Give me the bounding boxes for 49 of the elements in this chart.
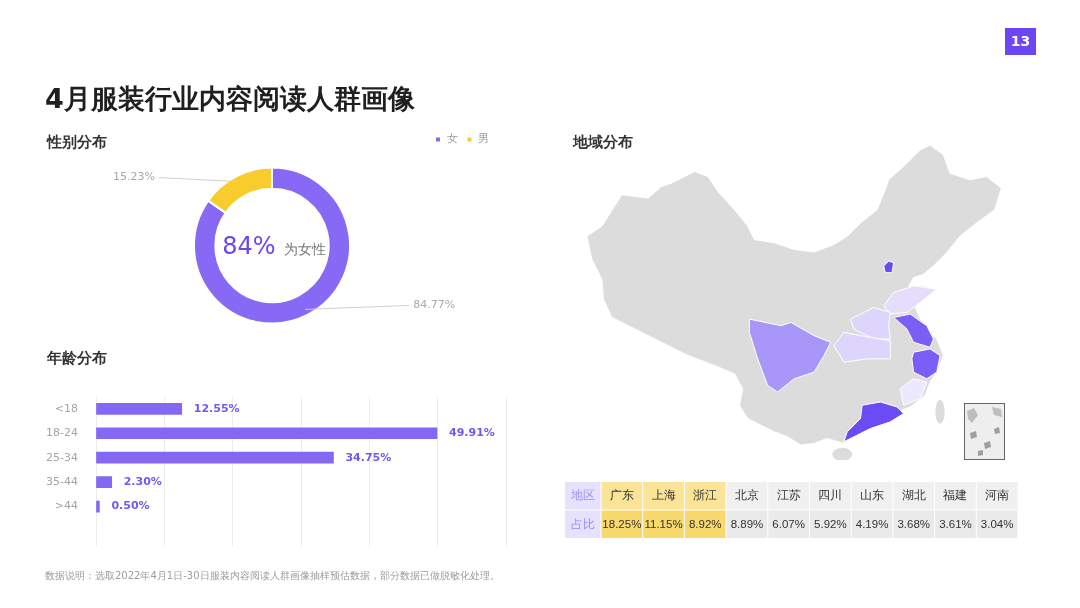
text: 13 <box>1005 28 1036 55</box>
x-tick-label: 河南 <box>985 488 1010 503</box>
x-tick-label: 北京 <box>734 488 759 503</box>
y-tick-label: 25-34 <box>46 450 78 464</box>
text: 为女性 <box>283 240 326 257</box>
x-axis-title: 地区 <box>569 488 595 503</box>
text: 84% <box>222 231 276 260</box>
data-label: 34.75% <box>345 450 392 464</box>
bar <box>96 402 183 415</box>
y-tick-label: >44 <box>54 499 78 513</box>
x-tick-label: 山东 <box>860 488 885 503</box>
text: 4月服装行业内容阅读人群画像 <box>45 83 415 115</box>
x-tick-label: 上海 <box>651 488 676 503</box>
x-tick-label: 湖北 <box>901 488 926 503</box>
bar <box>96 427 438 440</box>
data-label: 8.89% <box>730 517 764 530</box>
data-label: 3.68% <box>897 517 931 530</box>
legend-label: 男 <box>478 132 489 146</box>
data-label: 18.25% <box>602 517 642 530</box>
data-label: 8.92% <box>688 517 722 530</box>
data-label: 84.77% <box>413 298 456 312</box>
x-tick-label: 四川 <box>818 488 843 503</box>
x-tick-label: 浙江 <box>693 488 718 503</box>
data-label: 3.04% <box>980 517 1014 530</box>
chart-title: 性别分布 <box>47 132 107 152</box>
y-tick-label: 35-44 <box>46 475 78 488</box>
data-label: 12.55% <box>193 401 240 415</box>
x-tick-label: 福建 <box>943 488 968 503</box>
bar <box>96 476 113 488</box>
data-label: 0.50% <box>111 499 150 513</box>
bar <box>96 451 334 464</box>
data-label: 5.92% <box>814 517 847 530</box>
x-tick-label: 广东 <box>609 488 634 503</box>
data-label: 2.30% <box>123 475 162 488</box>
bar <box>96 500 100 513</box>
data-label: 6.07% <box>772 517 805 530</box>
text: 数据说明：选取2022年4月1日-30日服装内容阅读人群画像抽样预估数据，部分数据已做脱敏化处理。 <box>45 569 500 583</box>
data-label: 3.61% <box>939 517 972 530</box>
chart-title: 年龄分布 <box>47 348 107 368</box>
data-label: 11.15% <box>644 517 683 530</box>
legend-label: 女 <box>446 132 458 146</box>
y-tick-label: 18-24 <box>46 426 78 440</box>
x-tick-label: 江苏 <box>776 488 801 503</box>
data-label: 4.19% <box>855 517 889 530</box>
data-label: 49.91% <box>449 426 495 440</box>
data-label: 15.23% <box>112 170 155 184</box>
chart-title: 地域分布 <box>573 132 633 152</box>
y-tick-label: <18 <box>54 401 78 415</box>
y-tick-label: 占比 <box>570 516 595 531</box>
